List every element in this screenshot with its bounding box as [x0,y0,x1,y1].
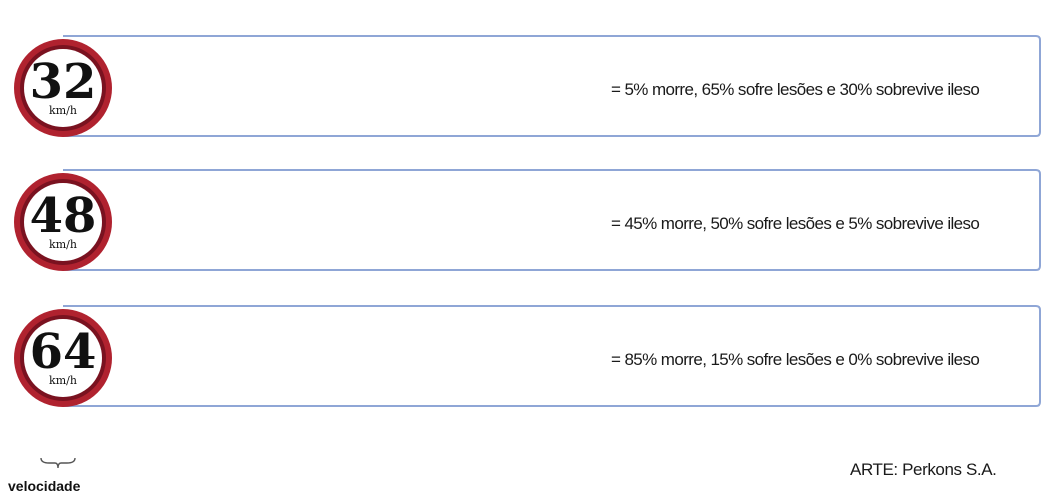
person-icon [451,187,491,259]
person-icon [412,187,452,259]
person-icon [334,187,374,259]
speed-unit: km/h [49,374,77,387]
person-icon [412,53,452,125]
person-icon [255,323,295,395]
speed-value: 64 [30,324,97,380]
person-icon [451,53,491,125]
person-icon [216,53,256,125]
person-icon [255,53,295,125]
speed-unit: km/h [49,238,77,251]
person-icon [491,323,531,395]
stat-label: = 5% morre, 65% sofre lesões e 30% sobre… [611,80,979,99]
person-icon [530,53,570,125]
person-icon [216,187,256,259]
person-icon [491,187,531,259]
person-icon [451,323,491,395]
person-icon [177,323,217,395]
row-frame [63,305,1041,407]
person-icon [530,323,570,395]
row-frame [63,169,1041,271]
stat-label: = 45% morre, 50% sofre lesões e 5% sobre… [611,214,979,233]
brace-icon [40,456,76,474]
person-icon [373,323,413,395]
speed-value: 48 [30,188,97,244]
person-icon [295,187,335,259]
person-icon [255,187,295,259]
axis-label: velocidade [8,478,81,494]
person-icon [295,53,335,125]
person-icon [412,323,452,395]
credit-label: ARTE: Perkons S.A. [850,460,997,479]
person-icon [177,187,217,259]
person-icon [216,323,256,395]
person-icon [530,187,570,259]
stat-label: = 85% morre, 15% sofre lesões e 0% sobre… [611,350,979,369]
person-icon [334,323,374,395]
speed-unit: km/h [49,104,77,117]
person-icon [177,53,217,125]
speed-value: 32 [30,54,97,110]
person-icon [334,53,374,125]
person-icon [491,53,531,125]
person-icon [295,323,335,395]
person-icon [373,187,413,259]
person-icon [373,53,413,125]
row-frame [63,35,1041,137]
